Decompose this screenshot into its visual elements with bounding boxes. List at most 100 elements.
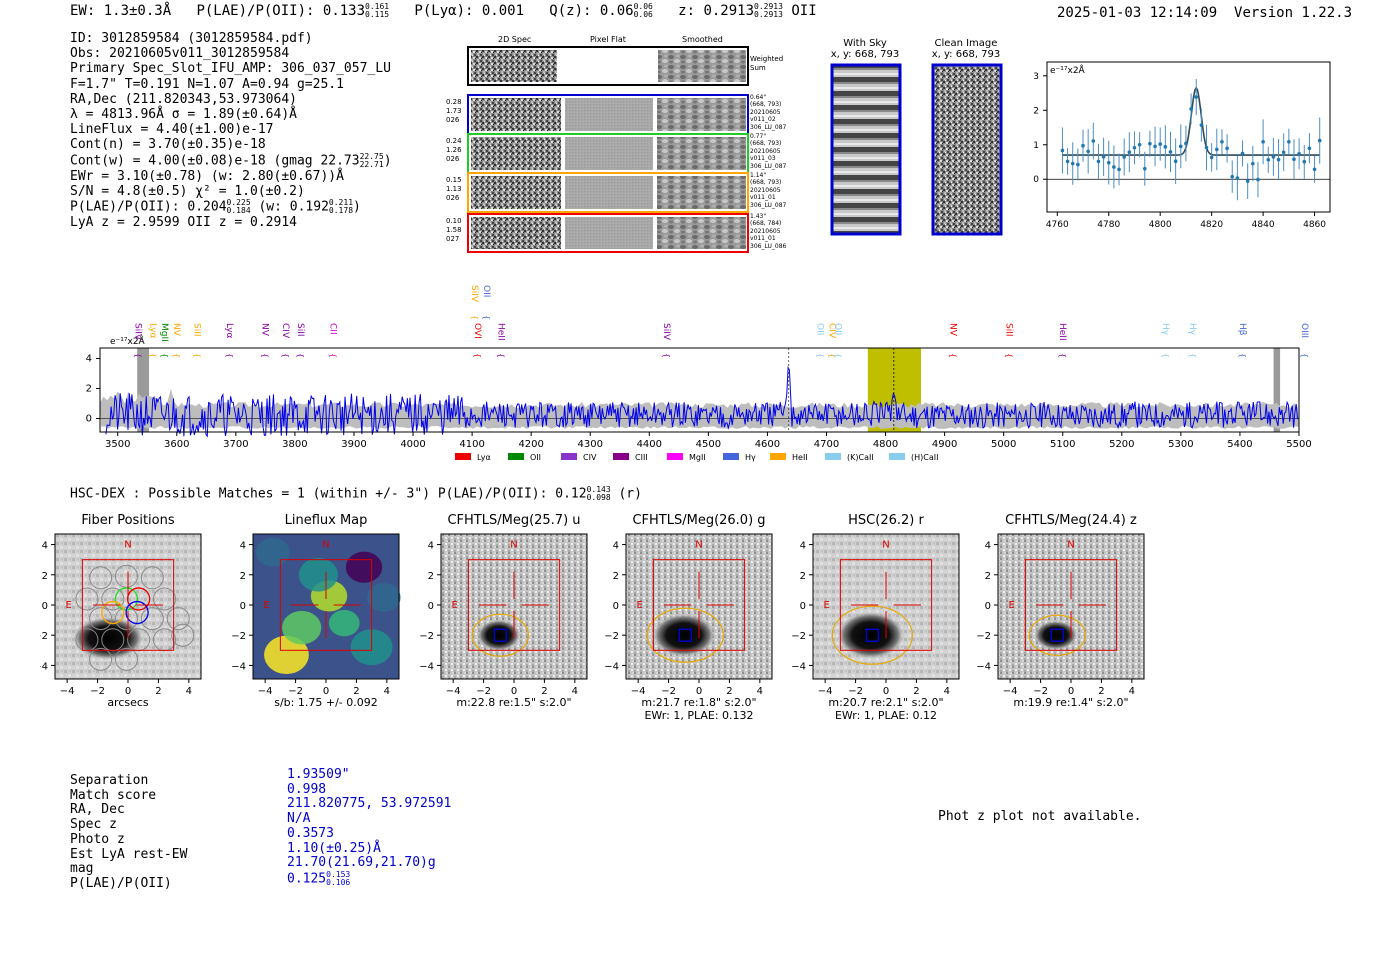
panel-xtick-label: 4 <box>757 686 763 697</box>
zoom-point <box>1132 146 1137 150</box>
info-contn: Cont(n) = 3.70(±0.35)e-18 <box>70 137 266 153</box>
panel-ytick-label: 4 <box>985 541 991 552</box>
emission-line-bracket: { <box>470 315 479 320</box>
panel-6-title: CFHTLS/Meg(24.4) z <box>1005 513 1137 528</box>
zoom-point <box>1112 165 1116 169</box>
zoom-point <box>1307 146 1312 151</box>
panel-xtick-label: 4 <box>384 686 390 697</box>
panel-xtick-label: 0 <box>125 686 131 697</box>
spec-xtick-label: 4100 <box>459 439 484 450</box>
legend-label: CIII <box>635 453 648 462</box>
lineflux-blob <box>264 635 309 675</box>
fiber-circle <box>75 587 99 611</box>
image-panel-2: N E −4 −2 0 2 4 4 2 0 −2 −4 <box>231 533 401 697</box>
emission-line-bracket: { <box>1300 353 1309 358</box>
fiber-blue <box>125 600 149 625</box>
emission-line-label: OVI <box>472 323 482 339</box>
emission-line-bracket: { <box>473 353 482 358</box>
legend-swatch <box>613 453 629 460</box>
match-value-radec: 211.820775, 53.972591 <box>287 796 452 812</box>
image-panel-1: N E −4 −2 0 2 4 4 2 0 −2 −4 <box>40 533 202 697</box>
legend-swatch <box>455 453 471 460</box>
emission-line-label: SiII <box>192 323 202 337</box>
panel-xtick-label: −4 <box>258 686 273 697</box>
info-lineflux: LineFlux = 4.40(±1.00)e-17 <box>70 122 274 138</box>
emission-line-label: Lyα <box>224 323 234 339</box>
info-contw: Cont(w) = 4.00(±0.08)e-18 (gmag 22.7322.… <box>70 151 392 169</box>
zoom-point <box>1281 150 1286 155</box>
panel-xtick-label: 2 <box>353 686 359 697</box>
spec-xtick-label: 4600 <box>755 439 780 450</box>
panel-xtick-label: 2 <box>726 686 732 697</box>
panel-bg <box>441 534 587 679</box>
aperture-square <box>678 628 692 642</box>
panel-ytick-label: 4 <box>42 541 48 552</box>
panel-xtick-label: −4 <box>1003 686 1018 697</box>
match-value-plae: 0.1250.153 0.106 <box>287 870 451 887</box>
emission-line-label: CII <box>327 323 337 335</box>
emission-line-label: Hβ <box>1237 323 1247 336</box>
header-timestamp-version: 2025-01-03 12:14:09 Version 1.22.3 <box>1057 5 1352 21</box>
zoom-point <box>1276 157 1281 162</box>
spec-ytick-label: 4 <box>86 354 92 365</box>
panel-ytick-label: 0 <box>428 601 434 612</box>
aperture-ellipse <box>831 605 913 665</box>
row-3-right-label: 1.14" (668, 793) 20210605 v011_01 306_LU_087 <box>750 172 787 209</box>
panel-ytick-label: −2 <box>419 631 434 642</box>
spec-xtick-label: 4200 <box>518 439 543 450</box>
galaxy-blob <box>1033 620 1078 651</box>
hsc-summary: HSC-DEX : Possible Matches = 1 (within +… <box>70 486 642 502</box>
info-plae-w: (w: 0.192 <box>258 199 329 215</box>
search-box <box>1024 559 1118 651</box>
emission-line-label: OII <box>481 285 491 297</box>
zoom-ytick-label: 1 <box>1033 141 1039 151</box>
emission-line-bracket: { <box>1005 353 1014 358</box>
zoom-xtick-label: 4780 <box>1097 220 1120 230</box>
match-label-ew: Est LyA rest-EW <box>70 846 188 862</box>
emission-line-bracket: { <box>281 353 290 358</box>
hsc-lo: 0.098 <box>586 493 611 502</box>
legend-swatch <box>825 453 841 460</box>
zoom-point <box>1225 146 1229 151</box>
legend-label: HeII <box>792 453 808 462</box>
panel-ytick-label: −2 <box>791 631 806 642</box>
info-gmag-lo: 22.71 <box>359 159 384 169</box>
spec-xtick-label: 3500 <box>105 439 130 450</box>
zoom-point <box>1070 161 1075 166</box>
with-sky-xy: x, y: 668, 793 <box>830 49 900 60</box>
header-qz-hi: 0.06 <box>633 2 653 11</box>
compass-east: E <box>66 600 72 611</box>
match-label-specz: Spec z <box>70 817 117 833</box>
hsc-text: HSC-DEX : Possible Matches = 1 (within +… <box>70 486 587 502</box>
info-lambda: λ = 4813.96Å σ = 1.89(±0.64)Å <box>70 107 297 123</box>
emission-line-bracket: { <box>482 315 491 320</box>
match-value-score: 0.998 <box>287 781 327 797</box>
panel-ytick-label: 4 <box>800 541 806 552</box>
zoom-point <box>1297 151 1301 156</box>
panel-ytick-label: −2 <box>604 631 619 642</box>
spec-xtick-label: 3800 <box>282 439 307 450</box>
zoom-point <box>1076 162 1080 167</box>
emission-line-bracket: { <box>134 353 143 358</box>
header-plae-hi: 0.161 <box>365 2 390 11</box>
fiber-circle <box>114 607 138 631</box>
zoom-point <box>1184 141 1188 146</box>
panel-xtick-label: 4 <box>944 686 950 697</box>
emission-line-bracket: { <box>662 353 671 358</box>
panel-ytick-label: 2 <box>42 571 48 582</box>
with-sky-title: With Sky <box>843 38 887 49</box>
panel-xtick-label: −2 <box>288 686 303 697</box>
emission-line-label: OII <box>815 323 825 335</box>
zoom-point <box>1251 161 1255 166</box>
fiber-row-1 <box>467 94 749 135</box>
fiber-orange <box>101 600 125 625</box>
emission-line-bracket: { <box>193 353 202 358</box>
spec-xtick-label: 4400 <box>637 439 662 450</box>
panel-ytick-label: −2 <box>231 631 246 642</box>
fiber-row-2 <box>467 133 749 174</box>
spec-xtick-label: 3700 <box>223 439 248 450</box>
emission-line-bracket: { <box>148 353 157 358</box>
header-z-lo: 0.2913 <box>754 10 783 19</box>
info-contw-text: Cont(w) = 4.00(±0.08)e-18 (gmag 22.73 <box>70 153 360 169</box>
match-value-specz: N/A <box>287 811 311 827</box>
